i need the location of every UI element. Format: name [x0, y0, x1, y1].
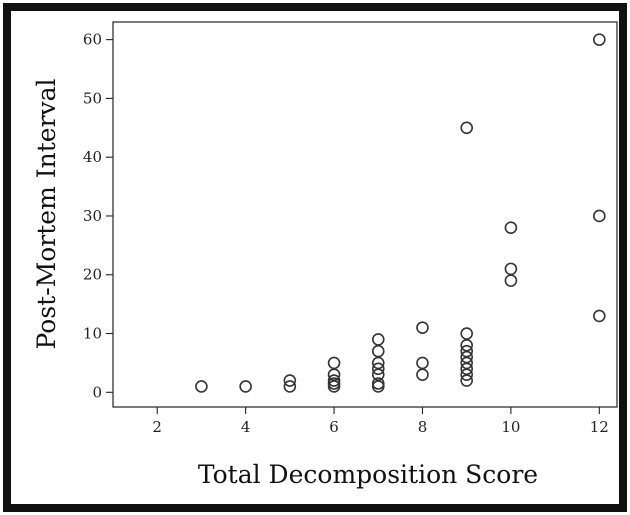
x-tick-label: 10	[501, 418, 520, 436]
y-axis: 0 10 20 30 40 50 60	[83, 31, 113, 401]
y-axis-title: Post-Mortem Interval	[32, 78, 61, 349]
y-tick-label: 50	[83, 89, 102, 107]
data-point	[504, 262, 518, 276]
data-point	[416, 368, 429, 381]
data-point	[593, 209, 606, 223]
data-point	[327, 356, 341, 370]
y-tick-label: 10	[83, 325, 102, 343]
x-tick-label: 2	[152, 418, 162, 436]
data-point	[504, 274, 518, 287]
data-point	[371, 362, 385, 376]
data-point	[416, 321, 429, 334]
y-tick-label: 40	[83, 148, 102, 166]
data-point	[460, 121, 473, 135]
x-tick-label: 8	[418, 418, 428, 436]
data-point	[504, 221, 518, 235]
x-axis-title: Total Decomposition Score	[198, 460, 538, 489]
x-tick-label: 6	[329, 418, 339, 436]
data-point	[371, 377, 385, 390]
data-point	[371, 344, 385, 358]
data-point	[460, 344, 473, 358]
figure-frame	[3, 3, 627, 512]
data-point	[327, 374, 341, 387]
data-point	[460, 327, 473, 340]
data-point	[593, 33, 606, 46]
x-tick-label: 4	[241, 418, 251, 436]
data-point	[416, 356, 429, 370]
data-point	[371, 333, 385, 346]
x-tick-label: 12	[590, 418, 609, 436]
x-axis: 2 4 6 8 10 12	[152, 407, 609, 436]
y-tick-label: 20	[83, 266, 102, 284]
plot-area	[112, 21, 618, 408]
y-tick-label: 60	[83, 31, 102, 49]
data-point	[195, 380, 208, 393]
data-points	[195, 33, 606, 393]
data-point	[283, 380, 297, 393]
data-point	[593, 309, 606, 323]
data-point	[283, 374, 297, 387]
data-point	[239, 380, 252, 393]
y-tick-label: 0	[92, 383, 102, 401]
y-tick-label: 30	[83, 207, 102, 225]
